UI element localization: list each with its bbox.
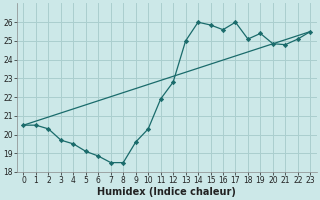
X-axis label: Humidex (Indice chaleur): Humidex (Indice chaleur) xyxy=(98,187,236,197)
